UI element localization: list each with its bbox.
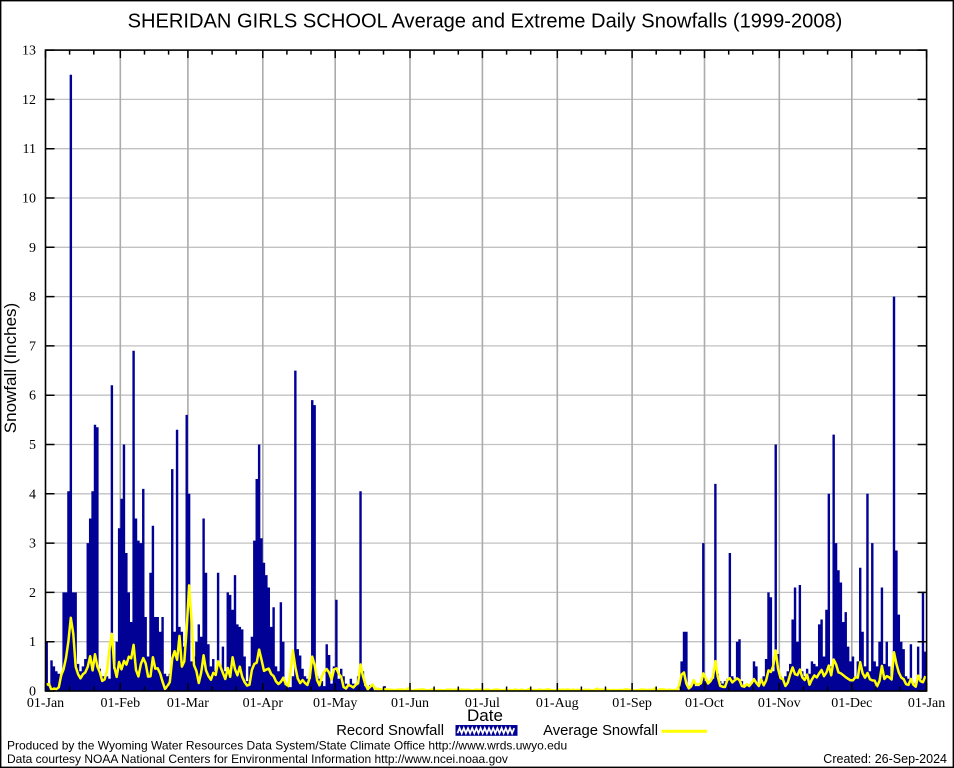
svg-text:01-Oct: 01-Oct — [685, 696, 724, 711]
svg-text:Record Snowfall: Record Snowfall — [336, 723, 444, 739]
svg-text:01-Jun: 01-Jun — [391, 696, 429, 711]
svg-text:Average Snowfall: Average Snowfall — [543, 723, 658, 739]
svg-text:6: 6 — [29, 389, 36, 404]
svg-text:13: 13 — [22, 44, 36, 59]
svg-text:8: 8 — [29, 290, 36, 305]
svg-text:3: 3 — [29, 537, 36, 552]
svg-text:1: 1 — [29, 635, 36, 650]
svg-text:10: 10 — [22, 192, 36, 207]
svg-text:0: 0 — [29, 685, 36, 700]
svg-text:Produced by the Wyoming Water: Produced by the Wyoming Water Resources … — [7, 739, 567, 753]
svg-text:01-Nov: 01-Nov — [758, 696, 801, 711]
svg-text:01-Dec: 01-Dec — [831, 696, 872, 711]
svg-text:5: 5 — [29, 438, 36, 453]
svg-text:01-Mar: 01-Mar — [167, 696, 209, 711]
svg-text:7: 7 — [29, 339, 36, 354]
svg-text:12: 12 — [22, 93, 36, 108]
svg-text:01-Apr: 01-Apr — [243, 696, 284, 711]
svg-text:01-Feb: 01-Feb — [100, 696, 140, 711]
svg-text:Snowfall (Inches): Snowfall (Inches) — [1, 303, 20, 433]
svg-text:11: 11 — [23, 142, 36, 157]
svg-text:01-May: 01-May — [313, 696, 357, 711]
svg-text:Created: 26-Sep-2024: Created: 26-Sep-2024 — [823, 752, 947, 766]
svg-text:9: 9 — [29, 241, 36, 256]
svg-text:01-Sep: 01-Sep — [612, 696, 652, 711]
svg-text:Date: Date — [467, 706, 503, 725]
svg-text:Data courtesy NOAA National Ce: Data courtesy NOAA National Centers for … — [7, 752, 508, 766]
svg-text:01-Aug: 01-Aug — [536, 696, 579, 711]
svg-text:01-Jul: 01-Jul — [465, 696, 500, 711]
svg-text:4: 4 — [29, 487, 36, 502]
svg-text:01-Jan: 01-Jan — [908, 696, 945, 711]
svg-text:01-Jan: 01-Jan — [27, 696, 64, 711]
svg-text:2: 2 — [29, 586, 36, 601]
svg-text:SHERIDAN GIRLS SCHOOL Average: SHERIDAN GIRLS SCHOOL Average and Extrem… — [128, 11, 843, 33]
